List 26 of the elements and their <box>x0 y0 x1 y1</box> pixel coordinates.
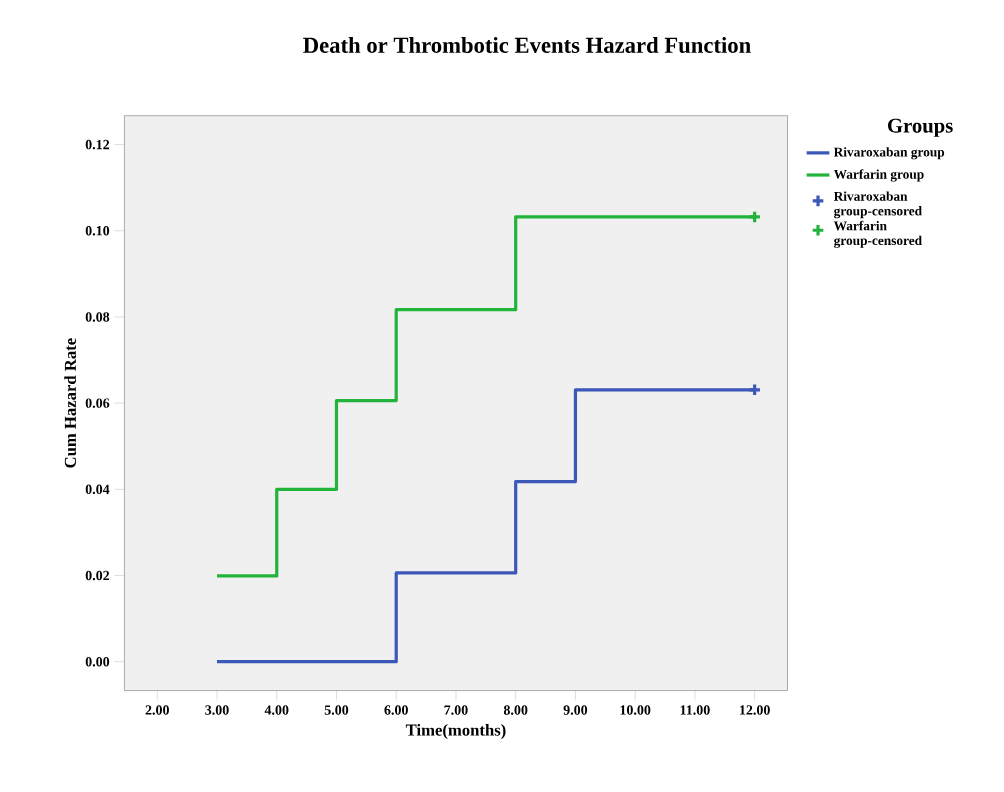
y-tick-label: 0.08 <box>85 312 110 322</box>
x-tick-label: 4.00 <box>264 705 289 715</box>
x-tick-label: 6.00 <box>384 705 408 715</box>
x-tick-label: 10.00 <box>620 705 651 715</box>
legend-label: Warfarin group-censored <box>833 220 922 248</box>
x-tick-label: 11.00 <box>680 705 710 715</box>
x-tick-label: 12.00 <box>740 705 770 715</box>
y-tick-label: 0.00 <box>85 656 110 667</box>
x-tick-label: 3.00 <box>205 705 229 715</box>
x-axis-title: Time(months) <box>405 723 506 740</box>
y-axis-title: Cum Hazard Rate <box>64 338 77 468</box>
x-tick-label: 8.00 <box>503 705 528 715</box>
legend-label: Warfarin group <box>833 169 924 182</box>
x-tick-label: 7.00 <box>444 705 468 715</box>
x-tick-label: 2.00 <box>145 705 169 715</box>
legend-label: Rivaroxaban group <box>833 147 945 160</box>
y-tick-label: 0.04 <box>85 484 110 495</box>
y-tick-label: 0.02 <box>85 570 110 581</box>
x-tick-label: 5.00 <box>324 705 349 715</box>
y-tick-label: 0.06 <box>85 398 110 408</box>
legend-title: Groups <box>888 118 953 137</box>
chart-title: Death or Thrombotic Events Hazard Function <box>303 36 751 53</box>
x-tick-label: 9.00 <box>563 705 588 715</box>
legend-label: Rivaroxaban group-censored <box>833 191 922 219</box>
y-tick-label: 0.10 <box>85 226 110 236</box>
y-tick-label: 0.12 <box>85 139 110 150</box>
